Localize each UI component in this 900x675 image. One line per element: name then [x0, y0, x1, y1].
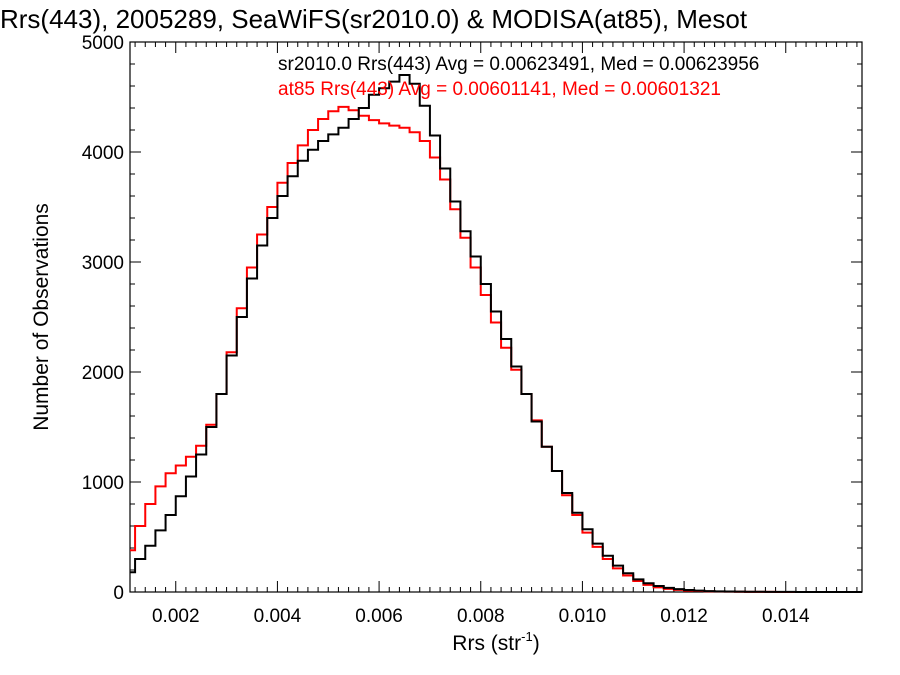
series-line-at85	[130, 105, 862, 593]
y-tick-label: 3000	[82, 253, 124, 274]
y-tick-label: 1000	[82, 473, 124, 494]
x-axis-label-main: Rrs (str	[452, 632, 521, 655]
y-tick-label: 4000	[82, 143, 124, 164]
legend-entry-sr2010: sr2010.0 Rrs(443) Avg = 0.00623491, Med …	[278, 54, 759, 75]
x-tick-label: 0.014	[762, 606, 810, 627]
y-axis-label: Number of Observations	[30, 203, 53, 431]
series-line-sr2010.0	[130, 74, 862, 593]
x-axis-label: Rrs (str-1)	[452, 629, 539, 655]
x-tick-label: 0.002	[152, 606, 200, 627]
x-tick-label: 0.010	[559, 606, 607, 627]
x-tick-label: 0.008	[457, 606, 505, 627]
x-axis-ticks: 0.002 0.004 0.006 0.008 0.010 0.012 0.014	[134, 42, 858, 627]
x-tick-label: 0.012	[660, 606, 708, 627]
y-tick-label: 0	[113, 583, 124, 604]
series-lines	[130, 74, 862, 593]
x-tick-label: 0.006	[355, 606, 403, 627]
chart-title: Rrs(443), 2005289, SeaWiFS(sr2010.0) & M…	[0, 4, 748, 34]
y-tick-label: 2000	[82, 363, 124, 384]
x-axis-label-superscript: -1	[521, 629, 533, 644]
plot-frame	[129, 41, 863, 593]
y-tick-label: 5000	[82, 33, 124, 54]
x-axis-label-end: )	[533, 632, 540, 655]
y-axis-ticks: 0 1000 2000 3000 4000 5000	[82, 33, 862, 604]
x-tick-label: 0.004	[254, 606, 302, 627]
legend-entry-at85: at85 Rrs(443) Avg = 0.00601141, Med = 0.…	[278, 79, 721, 100]
